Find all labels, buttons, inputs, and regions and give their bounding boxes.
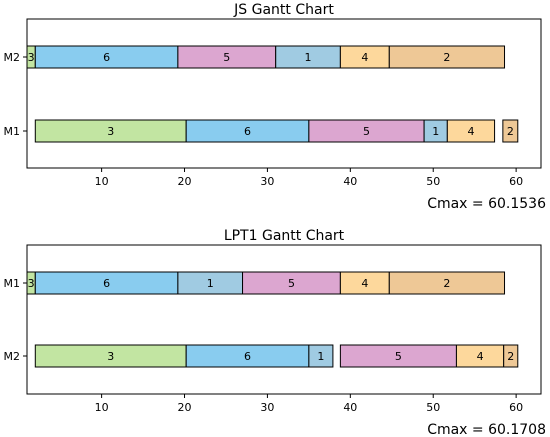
x-tick-label: 20 — [178, 401, 192, 414]
task-bar-m2-job-2 — [503, 344, 519, 368]
x-tick-label: 30 — [260, 401, 274, 414]
task-bar-m1-job-2 — [388, 271, 506, 295]
task-label: 3 — [107, 125, 114, 138]
chart-title: JS Gantt Chart — [233, 2, 334, 18]
lpt1-gantt-chart: LPT1 Gantt Chart 3 6 1 5 4 2 3 6 1 5 4 2 M1 M2 10 20 30 40… — [4, 228, 547, 437]
task-label: 5 — [363, 125, 370, 138]
y-tick-label: M2 — [4, 350, 21, 363]
task-label: 5 — [288, 277, 295, 290]
x-tick-label: 40 — [343, 175, 357, 188]
task-label: 2 — [443, 277, 450, 290]
task-label: 2 — [507, 125, 514, 138]
task-label: 1 — [317, 350, 324, 363]
x-tick-label: 60 — [509, 175, 523, 188]
task-label: 5 — [223, 51, 230, 64]
chart-title: LPT1 Gantt Chart — [224, 228, 345, 244]
x-tick-label: 20 — [178, 175, 192, 188]
task-label: 3 — [28, 277, 35, 290]
task-bar-m1-job-2 — [502, 119, 519, 143]
task-label: 6 — [244, 125, 251, 138]
task-label: 3 — [28, 51, 35, 64]
task-label: 6 — [103, 51, 110, 64]
cmax-annotation: Cmax = 60.1536 — [427, 196, 546, 212]
task-label: 1 — [207, 277, 214, 290]
x-tick-label: 10 — [95, 175, 109, 188]
task-label: 4 — [467, 125, 474, 138]
task-label: 4 — [477, 350, 484, 363]
x-tick-label: 60 — [509, 401, 523, 414]
task-label: 2 — [443, 51, 450, 64]
cmax-annotation: Cmax = 60.1708 — [427, 422, 546, 437]
task-bar-m1-job-4 — [446, 119, 496, 143]
x-tick-label: 50 — [426, 175, 440, 188]
y-tick-label: M2 — [4, 51, 21, 64]
task-label: 6 — [103, 277, 110, 290]
task-label: 5 — [395, 350, 402, 363]
task-label: 1 — [305, 51, 312, 64]
y-tick-label: M1 — [4, 125, 21, 138]
plot-frame — [26, 18, 542, 169]
x-tick-label: 30 — [260, 175, 274, 188]
task-bar-m2-job-2 — [388, 45, 506, 69]
task-label: 1 — [432, 125, 439, 138]
task-label: 3 — [107, 350, 114, 363]
js-gantt-chart: JS Gantt Chart 3 6 5 1 4 2 3 6 5 1 4 2 M2 M1 10 20 30 40 50… — [4, 2, 547, 212]
task-bar-m2-job-1 — [308, 344, 334, 368]
x-tick-label: 10 — [95, 401, 109, 414]
task-label: 4 — [361, 277, 368, 290]
x-tick-label: 40 — [343, 401, 357, 414]
x-tick-label: 50 — [426, 401, 440, 414]
y-tick-label: M1 — [4, 277, 21, 290]
plot-frame — [26, 244, 542, 395]
task-label: 2 — [507, 350, 514, 363]
task-label: 6 — [244, 350, 251, 363]
task-label: 4 — [361, 51, 368, 64]
